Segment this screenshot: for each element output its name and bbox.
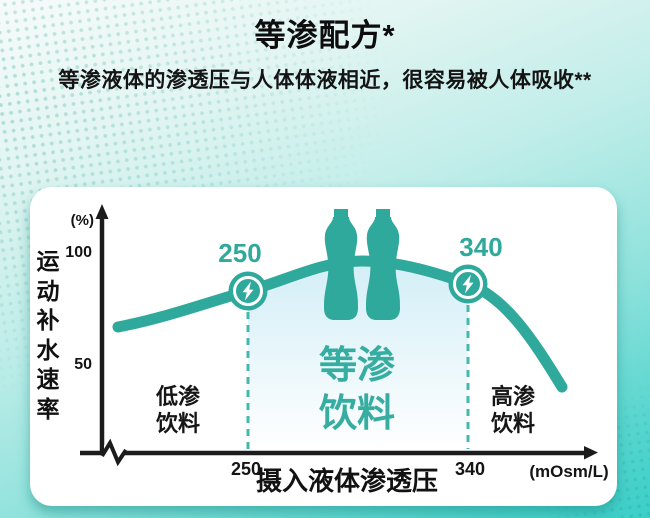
point-value-250: 250 bbox=[218, 238, 261, 268]
isotonic-area-fill bbox=[248, 261, 468, 451]
bottle-icon-left bbox=[324, 209, 358, 320]
x-tick-340: 340 bbox=[455, 459, 485, 479]
lightning-bolt-icon-250 bbox=[227, 270, 269, 312]
x-tick-250: 250 bbox=[231, 459, 261, 479]
zone-hypertonic-line2: 饮料 bbox=[490, 411, 535, 436]
hydration-curve bbox=[112, 255, 568, 393]
zone-isotonic-line1: 等渗 bbox=[319, 345, 395, 387]
bottle-icon-right bbox=[366, 209, 400, 320]
page-subtitle: 等渗液体的渗透压与人体体液相近，很容易被人体吸收** bbox=[58, 69, 592, 92]
x-axis-title: 摄入液体渗透压 bbox=[256, 466, 438, 496]
zone-hypotonic-line1: 低渗 bbox=[155, 384, 201, 409]
zone-hypotonic-line2: 饮料 bbox=[155, 411, 200, 436]
lightning-bolt-icon-340 bbox=[447, 263, 489, 305]
zone-isotonic-line2: 饮料 bbox=[319, 393, 395, 435]
x-axis-unit: (mOsm/L) bbox=[529, 462, 608, 481]
chart-card: 运动补水速率 bbox=[30, 187, 617, 506]
hydration-rate-chart: (%) 100 50 250 340 低渗 饮料 等渗 饮料 高渗 饮料 250… bbox=[65, 204, 609, 496]
point-value-340: 340 bbox=[459, 232, 502, 262]
y-axis-title: 运动补水速率 bbox=[36, 248, 60, 422]
y-axis-unit: (%) bbox=[71, 212, 94, 229]
y-tick-100: 100 bbox=[65, 244, 92, 261]
zone-hypertonic-line1: 高渗 bbox=[491, 384, 536, 409]
x-axis-arrow bbox=[584, 446, 598, 460]
page-title: 等渗配方* bbox=[254, 18, 396, 53]
y-axis-arrow bbox=[95, 204, 109, 219]
y-tick-50: 50 bbox=[74, 356, 92, 373]
axis-break-zigzag bbox=[100, 438, 128, 467]
